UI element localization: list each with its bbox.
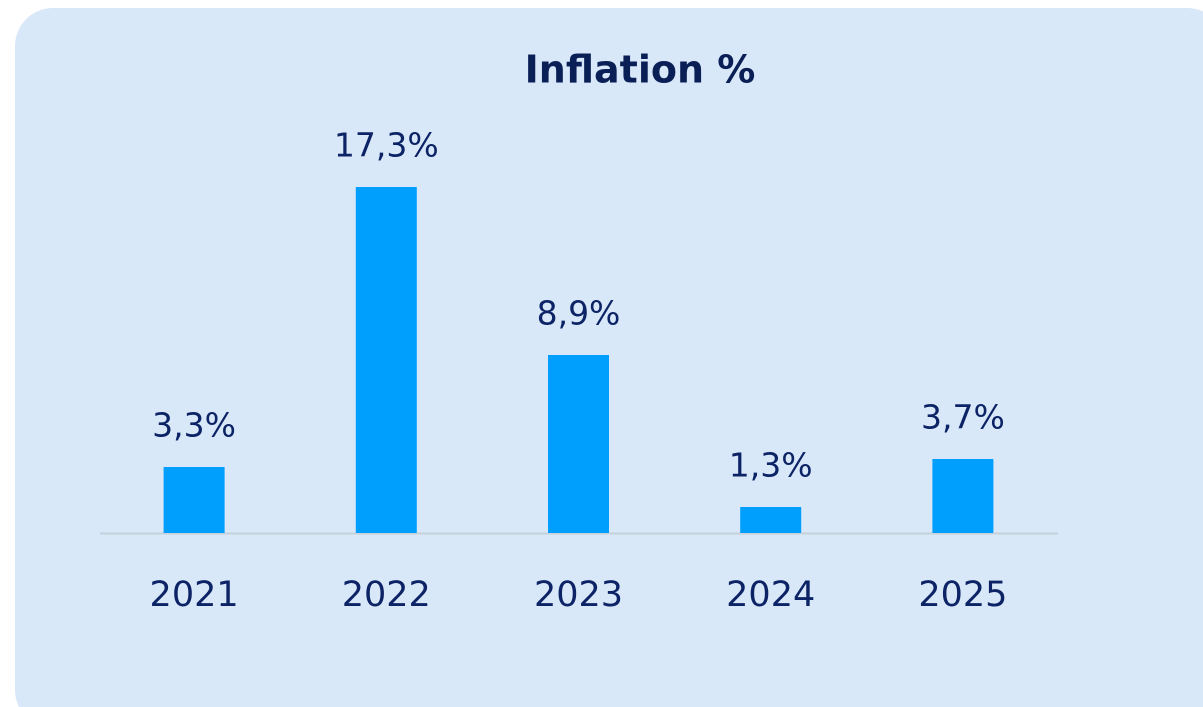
bar — [740, 507, 802, 533]
chart-background — [15, 8, 1203, 707]
bar — [932, 459, 994, 533]
bar — [355, 187, 417, 533]
bar — [548, 355, 609, 533]
x-tick-label: 2021 — [150, 575, 239, 615]
x-tick-label: 2024 — [726, 575, 815, 615]
data-label: 1,3% — [729, 446, 813, 485]
data-label: 3,7% — [921, 398, 1005, 437]
data-label: 3,3% — [152, 406, 236, 445]
x-tick-label: 2022 — [342, 575, 431, 615]
data-label: 17,3% — [334, 126, 439, 165]
data-label: 8,9% — [537, 294, 621, 333]
bar — [163, 467, 225, 533]
x-tick-label: 2023 — [534, 575, 623, 615]
chart-title: Inflation % — [525, 48, 756, 92]
x-tick-label: 2025 — [918, 575, 1007, 615]
